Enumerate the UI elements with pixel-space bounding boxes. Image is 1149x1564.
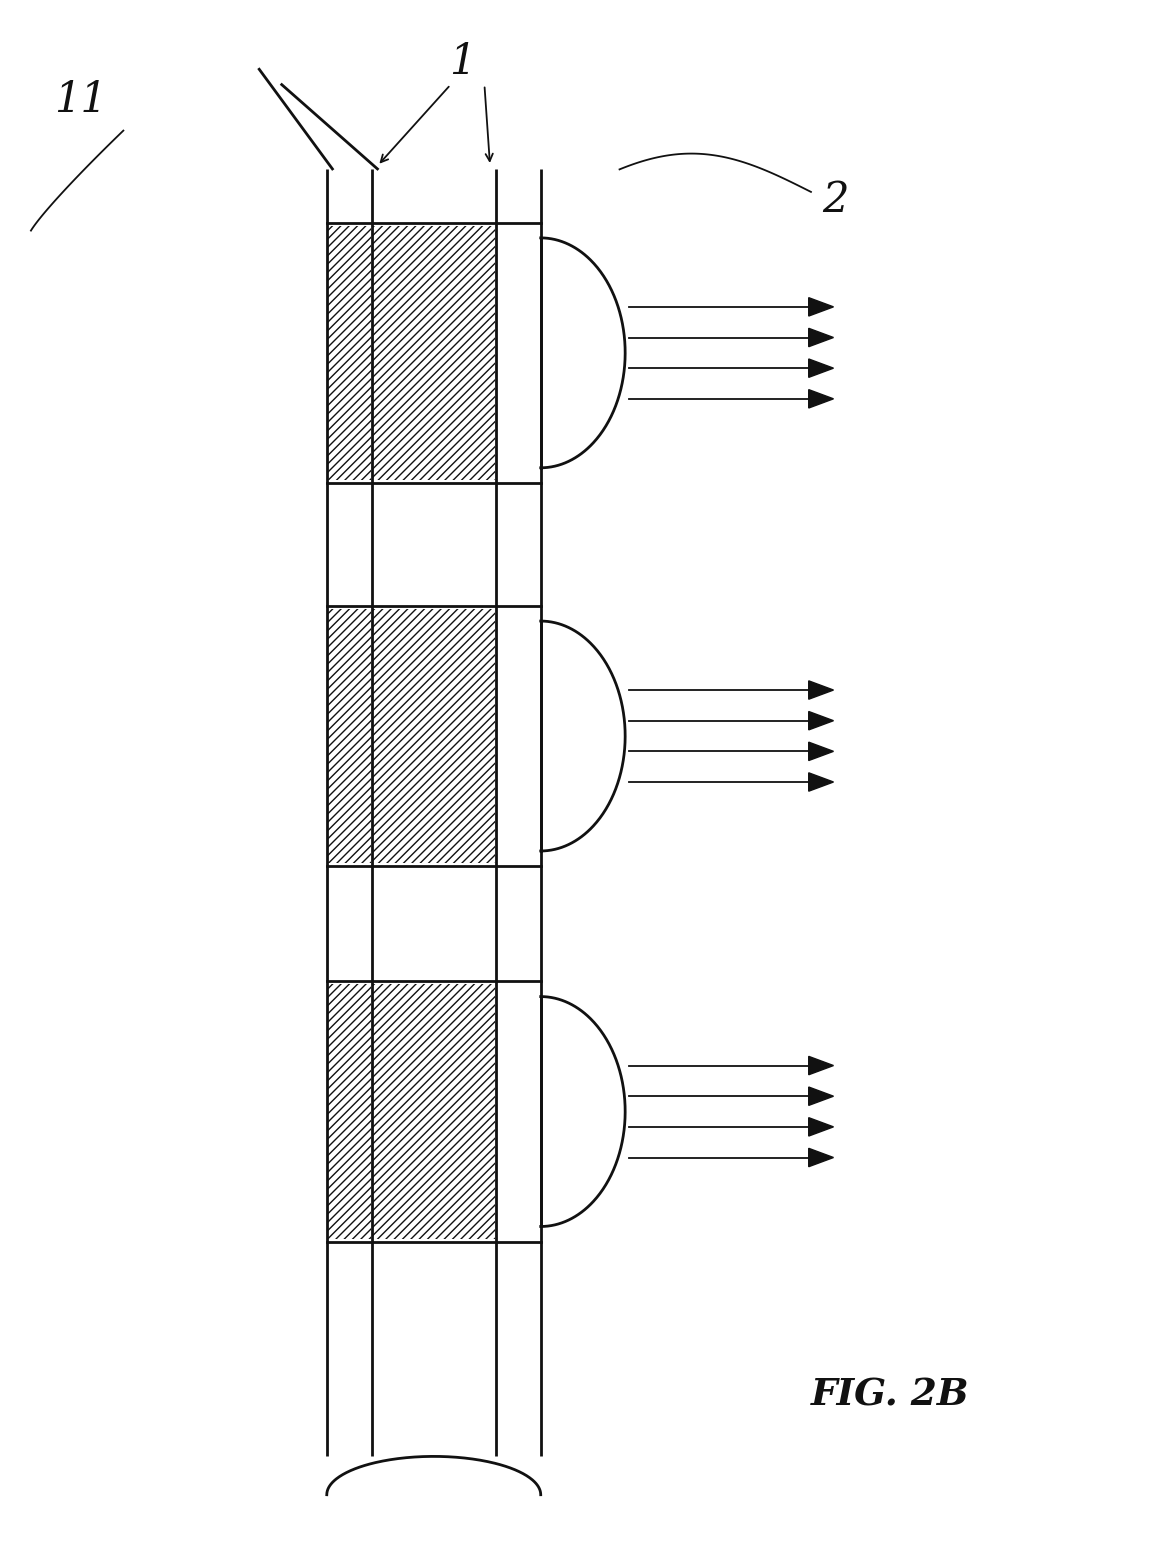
FancyArrow shape xyxy=(809,1087,833,1106)
FancyArrow shape xyxy=(809,712,833,730)
Bar xyxy=(327,984,371,1239)
Text: 2: 2 xyxy=(823,178,849,221)
Bar xyxy=(327,225,371,480)
FancyArrow shape xyxy=(809,328,833,347)
Bar xyxy=(327,608,371,863)
FancyArrow shape xyxy=(809,1056,833,1074)
FancyArrow shape xyxy=(809,360,833,377)
Text: 11: 11 xyxy=(54,78,107,120)
Text: FIG. 2B: FIG. 2B xyxy=(810,1376,969,1414)
Text: 1: 1 xyxy=(448,41,476,83)
FancyArrow shape xyxy=(809,743,833,760)
FancyArrow shape xyxy=(809,1148,833,1167)
Bar xyxy=(373,984,494,1239)
Bar xyxy=(373,608,494,863)
Bar xyxy=(373,225,494,480)
FancyArrow shape xyxy=(809,1118,833,1135)
FancyArrow shape xyxy=(809,297,833,316)
FancyArrow shape xyxy=(809,680,833,699)
FancyArrow shape xyxy=(809,389,833,408)
FancyArrow shape xyxy=(809,773,833,791)
